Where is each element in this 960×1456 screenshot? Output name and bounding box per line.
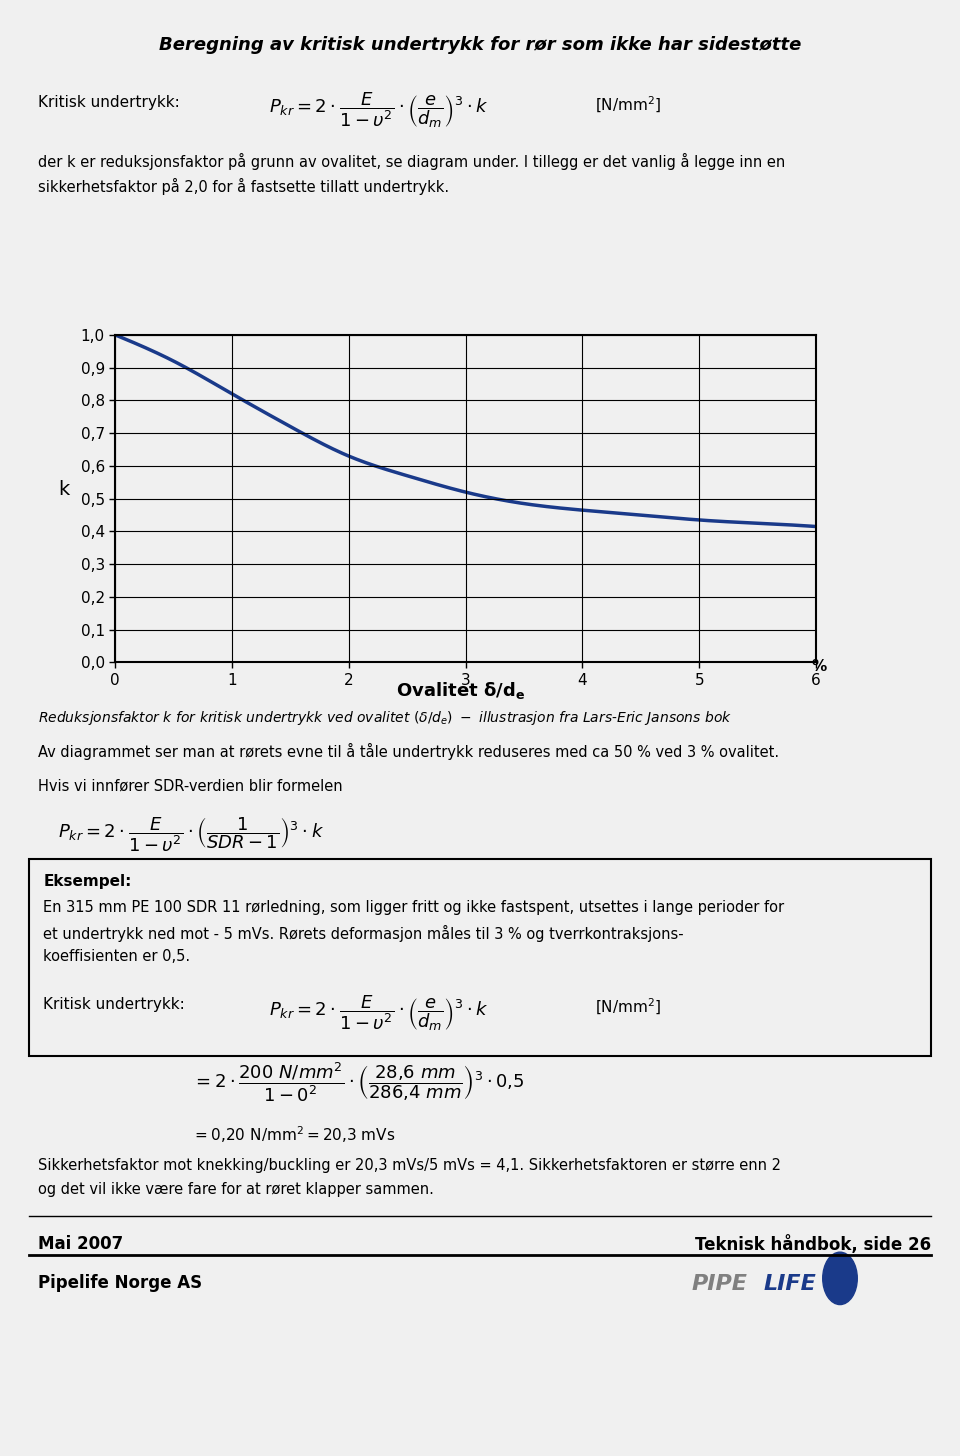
Text: Kritisk undertrykk:: Kritisk undertrykk: [38, 95, 180, 109]
Text: koeffisienten er 0,5.: koeffisienten er 0,5. [43, 949, 190, 964]
Text: Beregning av kritisk undertrykk for rør som ikke har sidestøtte: Beregning av kritisk undertrykk for rør … [158, 36, 802, 54]
Text: $= 0{,}20\ \mathrm{N/mm^2} = 20{,}3\ \mathrm{mVs}$: $= 0{,}20\ \mathrm{N/mm^2} = 20{,}3\ \ma… [192, 1124, 396, 1144]
Text: og det vil ikke være fare for at røret klapper sammen.: og det vil ikke være fare for at røret k… [38, 1182, 434, 1197]
Y-axis label: k: k [59, 479, 69, 498]
Text: et undertrykk ned mot - 5 mVs. Rørets deformasjon måles til 3 % og tverrkontraks: et undertrykk ned mot - 5 mVs. Rørets de… [43, 925, 684, 942]
Text: Pipelife Norge AS: Pipelife Norge AS [38, 1274, 203, 1291]
Text: $[\mathrm{N/mm^2}]$: $[\mathrm{N/mm^2}]$ [595, 997, 661, 1018]
Text: LIFE: LIFE [763, 1274, 816, 1294]
Text: PIPE: PIPE [691, 1274, 747, 1294]
Text: En 315 mm PE 100 SDR 11 rørledning, som ligger fritt og ikke fastspent, utsettes: En 315 mm PE 100 SDR 11 rørledning, som … [43, 900, 784, 914]
Text: Av diagrammet ser man at rørets evne til å tåle undertrykk reduseres med ca 50 %: Av diagrammet ser man at rørets evne til… [38, 743, 780, 760]
Text: $P_{kr} = 2 \cdot \dfrac{E}{1-\upsilon^{2}} \cdot \left(\dfrac{e}{d_m}\right)^3 : $P_{kr} = 2 \cdot \dfrac{E}{1-\upsilon^{… [269, 993, 489, 1032]
Text: $P_{kr} = 2 \cdot \dfrac{E}{1-\upsilon^{2}} \cdot \left(\dfrac{1}{SDR-1}\right)^: $P_{kr} = 2 \cdot \dfrac{E}{1-\upsilon^{… [58, 815, 324, 855]
Text: $[\mathrm{N/mm^2}]$: $[\mathrm{N/mm^2}]$ [595, 95, 661, 115]
Text: Kritisk undertrykk:: Kritisk undertrykk: [43, 997, 185, 1012]
Text: sikkerhetsfaktor på 2,0 for å fastsette tillatt undertrykk.: sikkerhetsfaktor på 2,0 for å fastsette … [38, 178, 449, 195]
Text: Mai 2007: Mai 2007 [38, 1235, 124, 1252]
Text: Teknisk håndbok, side 26: Teknisk håndbok, side 26 [695, 1235, 931, 1254]
Text: $P_{kr} = 2 \cdot \dfrac{E}{1-\upsilon^{2}} \cdot \left(\dfrac{e}{d_m}\right)^3 : $P_{kr} = 2 \cdot \dfrac{E}{1-\upsilon^{… [269, 90, 489, 130]
Text: Sikkerhetsfaktor mot knekking/buckling er 20,3 mVs/5 mVs = 4,1. Sikkerhetsfaktor: Sikkerhetsfaktor mot knekking/buckling e… [38, 1158, 781, 1172]
Text: $\it{Reduksjonsfaktor\ k\ for\ kritisk\ undertrykk\ ved\ ovalitet\ (\delta/d_e)\: $\it{Reduksjonsfaktor\ k\ for\ kritisk\ … [38, 709, 732, 727]
Text: $= 2 \cdot \dfrac{200\ N/mm^2}{1-0^{2}} \cdot \left(\dfrac{28{,}6\ mm}{286{,}4\ : $= 2 \cdot \dfrac{200\ N/mm^2}{1-0^{2}} … [192, 1060, 524, 1104]
Text: Ovalitet $\mathbf{\delta/d_e}$: Ovalitet $\mathbf{\delta/d_e}$ [396, 680, 525, 700]
Text: Hvis vi innfører SDR-verdien blir formelen: Hvis vi innfører SDR-verdien blir formel… [38, 779, 343, 794]
Text: Eksempel:: Eksempel: [43, 874, 132, 888]
Text: der k er reduksjonsfaktor på grunn av ovalitet, se diagram under. I tillegg er d: der k er reduksjonsfaktor på grunn av ov… [38, 153, 785, 170]
Text: %: % [811, 658, 827, 674]
